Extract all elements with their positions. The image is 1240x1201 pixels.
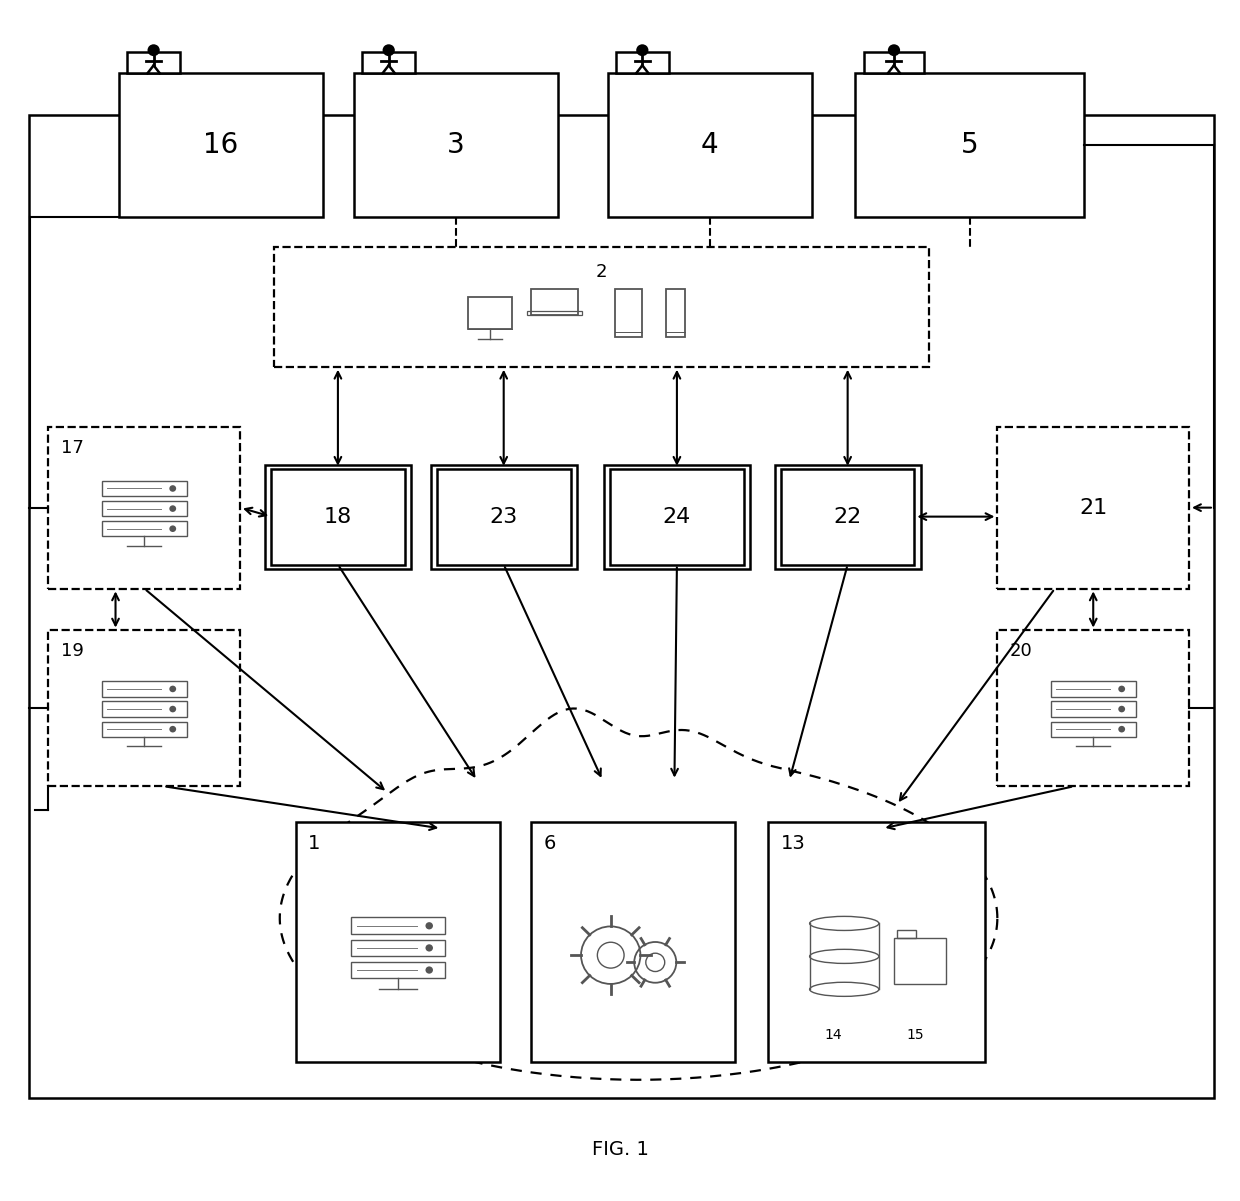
- Bar: [353, 73, 558, 217]
- Text: 4: 4: [701, 131, 718, 160]
- Bar: [1050, 722, 1136, 736]
- Text: 18: 18: [324, 507, 352, 526]
- Circle shape: [636, 44, 649, 56]
- Circle shape: [425, 944, 433, 951]
- Circle shape: [170, 725, 176, 733]
- Text: 16: 16: [203, 131, 238, 160]
- Text: 17: 17: [61, 438, 83, 456]
- Circle shape: [888, 44, 900, 56]
- Text: 3: 3: [448, 131, 465, 160]
- Bar: [102, 701, 187, 717]
- Text: 2: 2: [595, 263, 608, 281]
- Text: 13: 13: [781, 835, 806, 853]
- Circle shape: [170, 525, 176, 532]
- Circle shape: [425, 967, 433, 974]
- Bar: [436, 468, 570, 564]
- Bar: [775, 465, 920, 569]
- Bar: [274, 247, 929, 366]
- Bar: [531, 289, 578, 316]
- Text: 21: 21: [1079, 497, 1107, 518]
- Text: 20: 20: [1009, 643, 1033, 661]
- Bar: [351, 939, 445, 956]
- Bar: [897, 931, 916, 938]
- Text: 19: 19: [61, 643, 83, 661]
- Bar: [362, 52, 415, 73]
- Bar: [102, 521, 187, 537]
- Bar: [610, 468, 744, 564]
- Bar: [351, 918, 445, 934]
- Bar: [608, 73, 812, 217]
- Bar: [604, 465, 750, 569]
- Text: 6: 6: [543, 835, 556, 853]
- Bar: [894, 938, 946, 984]
- Bar: [48, 631, 241, 787]
- Bar: [467, 298, 512, 329]
- Bar: [997, 426, 1189, 588]
- Bar: [864, 52, 924, 73]
- Circle shape: [1118, 725, 1125, 733]
- Circle shape: [170, 485, 176, 491]
- Text: 24: 24: [663, 507, 691, 526]
- Bar: [102, 480, 187, 496]
- Text: 14: 14: [825, 1028, 842, 1042]
- Bar: [531, 823, 735, 1062]
- Bar: [1050, 701, 1136, 717]
- Circle shape: [1118, 706, 1125, 712]
- Bar: [997, 631, 1189, 787]
- Text: 22: 22: [833, 507, 862, 526]
- Bar: [48, 426, 241, 588]
- Circle shape: [148, 44, 160, 56]
- Circle shape: [425, 922, 433, 930]
- Text: FIG. 1: FIG. 1: [591, 1140, 649, 1159]
- Bar: [29, 115, 1214, 1098]
- Bar: [781, 468, 914, 564]
- Bar: [615, 289, 642, 337]
- Bar: [296, 823, 500, 1062]
- Bar: [430, 465, 577, 569]
- Circle shape: [170, 686, 176, 692]
- Bar: [856, 73, 1084, 217]
- Circle shape: [170, 506, 176, 512]
- Circle shape: [1118, 686, 1125, 692]
- Bar: [126, 52, 180, 73]
- Bar: [666, 289, 684, 337]
- Bar: [1050, 681, 1136, 697]
- Bar: [527, 311, 582, 316]
- Text: 15: 15: [906, 1028, 925, 1042]
- Bar: [616, 52, 668, 73]
- Circle shape: [383, 44, 394, 56]
- Bar: [119, 73, 324, 217]
- Text: 1: 1: [309, 835, 321, 853]
- Bar: [272, 468, 404, 564]
- Bar: [265, 465, 410, 569]
- Bar: [351, 962, 445, 979]
- Bar: [102, 722, 187, 736]
- Text: 5: 5: [961, 131, 978, 160]
- Bar: [769, 823, 985, 1062]
- Text: 23: 23: [490, 507, 518, 526]
- Bar: [102, 681, 187, 697]
- Circle shape: [170, 706, 176, 712]
- Bar: [102, 501, 187, 516]
